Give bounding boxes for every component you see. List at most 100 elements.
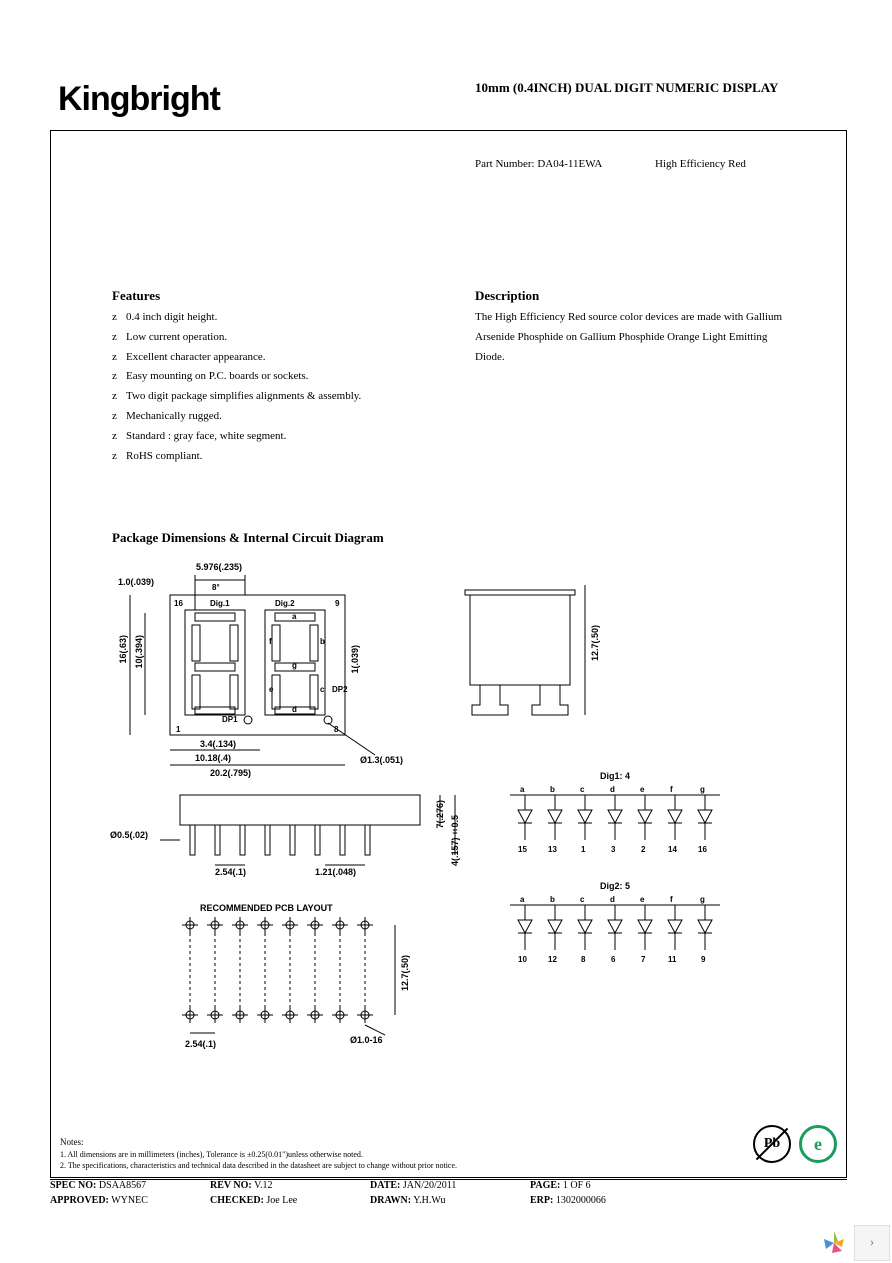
feature-item: Mechanically rugged. <box>112 407 452 427</box>
digit-label: Dig.1 <box>210 599 230 608</box>
feature-item: Excellent character appearance. <box>112 348 452 368</box>
circuit-title: Dig1: 4 <box>600 771 630 781</box>
rev-value: V.12 <box>254 1180 272 1191</box>
drawn-label: DRAWN: <box>370 1195 411 1206</box>
notes-heading: Notes: <box>60 1136 780 1149</box>
note-line: 2. The specifications, characteristics a… <box>60 1160 780 1171</box>
compliance-icons: Pb e <box>753 1125 837 1163</box>
pin-label: 16 <box>174 599 183 608</box>
part-number-label: Part Number: <box>475 158 535 170</box>
seg-label: d <box>610 895 615 904</box>
pin-num: 13 <box>548 845 557 854</box>
erp-value: 1302000066 <box>556 1195 606 1206</box>
dim-label: 2.54(.1) <box>215 867 246 877</box>
next-page-button[interactable]: › <box>854 1225 890 1261</box>
date-value: JAN/20/2011 <box>403 1180 457 1191</box>
dim-label: 20.2(.795) <box>210 768 251 778</box>
seg-label: b <box>550 895 555 904</box>
seg-label: g <box>700 895 705 904</box>
part-info: Part Number: DA04-11EWA High Efficiency … <box>475 158 746 170</box>
pin-num: 15 <box>518 845 527 854</box>
dim-label: 2.54(.1) <box>185 1039 216 1049</box>
date-label: DATE: <box>370 1180 400 1191</box>
seg-label: e <box>640 895 644 904</box>
erp-label: ERP: <box>530 1195 553 1206</box>
feature-item: Two digit package simplifies alignments … <box>112 387 452 407</box>
pin-num: 1 <box>581 845 585 854</box>
feature-item: RoHS compliant. <box>112 447 452 467</box>
dim-label: 1.0(.039) <box>118 577 154 587</box>
pin-num: 10 <box>518 955 527 964</box>
part-color: High Efficiency Red <box>655 158 746 170</box>
pin-label: 1 <box>176 725 180 734</box>
seg-label: f <box>670 785 673 794</box>
dp-label: DP1 <box>222 715 238 724</box>
pin-label: 9 <box>335 599 339 608</box>
seg-label: d <box>292 705 297 714</box>
package-heading: Package Dimensions & Internal Circuit Di… <box>112 530 384 546</box>
note-line: 1. All dimensions are in millimeters (in… <box>60 1149 780 1160</box>
brand-logo: Kingbright <box>58 80 220 119</box>
seg-label: d <box>610 785 615 794</box>
pin-num: 3 <box>611 845 615 854</box>
pin-num: 7 <box>641 955 645 964</box>
features-heading: Features <box>112 288 160 304</box>
dim-label: Ø1.3(.051) <box>360 755 403 765</box>
dim-label: 5.976(.235) <box>196 562 242 572</box>
pin-num: 16 <box>698 845 707 854</box>
seg-label: e <box>640 785 644 794</box>
pin-num: 6 <box>611 955 615 964</box>
description-text: The High Efficiency Red source color dev… <box>475 308 795 367</box>
viewer-brand-icon <box>818 1227 850 1259</box>
seg-label: a <box>520 785 524 794</box>
seg-label: b <box>320 637 325 646</box>
seg-label: f <box>670 895 673 904</box>
feature-item: Low current operation. <box>112 328 452 348</box>
part-number: DA04-11EWA <box>537 158 602 170</box>
pin-num: 8 <box>581 955 585 964</box>
pin-num: 11 <box>668 955 676 964</box>
notes-block: Notes: 1. All dimensions are in millimet… <box>60 1136 780 1171</box>
feature-item: Standard : gray face, white segment. <box>112 427 452 447</box>
dim-label: Ø1.0-16 <box>350 1035 383 1045</box>
page-label: PAGE: <box>530 1180 560 1191</box>
seg-label: a <box>292 612 296 621</box>
dim-label: 1.21(.048) <box>315 867 356 877</box>
pin-label: 8 <box>334 725 338 734</box>
pcb-title: RECOMMENDED PCB LAYOUT <box>200 903 333 913</box>
seg-label: g <box>700 785 705 794</box>
dim-label: 3.4(.134) <box>200 739 236 749</box>
circuit-title: Dig2: 5 <box>600 881 630 891</box>
drawn-value: Y.H.Wu <box>413 1195 445 1206</box>
approved-label: APPROVED: <box>50 1195 109 1206</box>
dim-label: 1(.039) <box>350 645 360 674</box>
pin-num: 12 <box>548 955 557 964</box>
seg-label: c <box>580 785 584 794</box>
rohs-icon: e <box>799 1125 837 1163</box>
feature-item: 0.4 inch digit height. <box>112 308 452 328</box>
dp-label: DP2 <box>332 685 348 694</box>
seg-label: c <box>580 895 584 904</box>
document-title: 10mm (0.4INCH) DUAL DIGIT NUMERIC DISPLA… <box>475 80 815 97</box>
dim-label: 10.18(.4) <box>195 753 231 763</box>
description-heading: Description <box>475 288 539 304</box>
package-diagram: 5.976(.235) 1.0(.039) 8° 16 Dig.1 Dig.2 … <box>100 555 800 1075</box>
dim-label: 8° <box>212 583 220 592</box>
seg-label: c <box>320 685 324 694</box>
seg-label: b <box>550 785 555 794</box>
footer: SPEC NO: DSAA8567 REV NO: V.12 DATE: JAN… <box>50 1180 847 1218</box>
seg-label: g <box>292 661 297 670</box>
spec-value: DSAA8567 <box>99 1180 146 1191</box>
seg-label: f <box>269 637 272 646</box>
digit-label: Dig.2 <box>275 599 295 608</box>
dim-label: 4(.157)±0.5 <box>450 815 460 866</box>
checked-value: Joe Lee <box>266 1195 297 1206</box>
dim-label: 16(.63) <box>118 635 128 664</box>
feature-item: Easy mounting on P.C. boards or sockets. <box>112 367 452 387</box>
pb-free-icon: Pb <box>753 1125 791 1163</box>
seg-label: e <box>269 685 273 694</box>
pin-num: 14 <box>668 845 677 854</box>
page-value: 1 OF 6 <box>563 1180 591 1191</box>
features-list: 0.4 inch digit height. Low current opera… <box>112 308 452 466</box>
pin-num: 9 <box>701 955 705 964</box>
